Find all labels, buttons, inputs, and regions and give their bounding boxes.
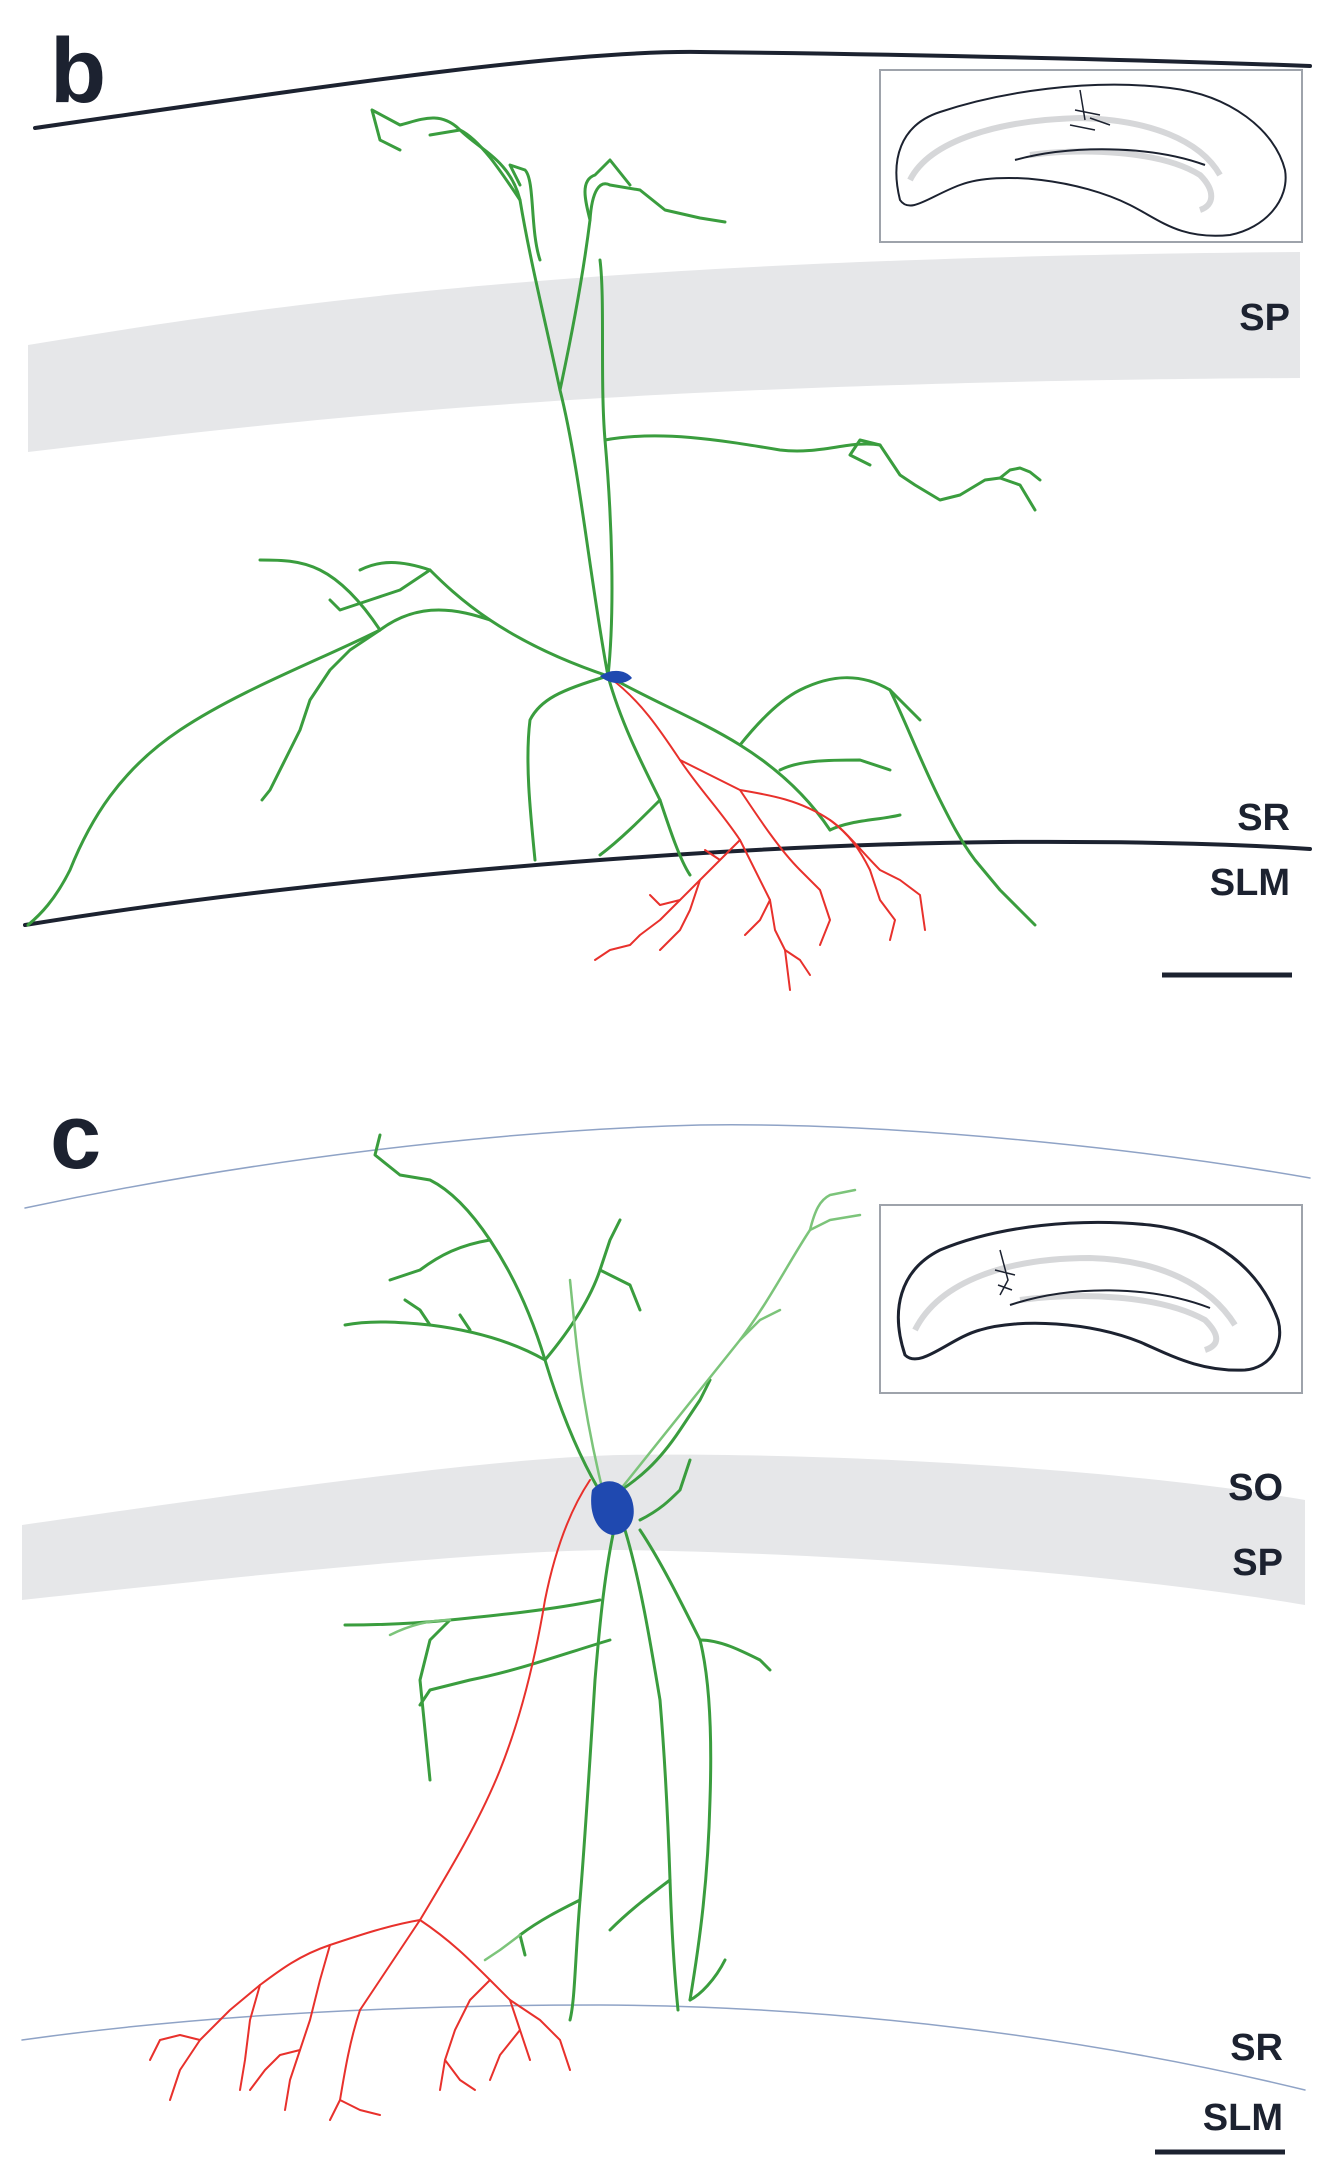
axonal-arbor bbox=[594, 677, 926, 991]
panel-letter: c bbox=[50, 1086, 101, 1188]
layer-label-slm: SLM bbox=[1203, 2097, 1283, 2139]
layer-label-slm: SLM bbox=[1210, 862, 1290, 904]
hippocampus-inset bbox=[879, 69, 1303, 243]
layer-label-sp: SP bbox=[1239, 297, 1290, 339]
soma bbox=[600, 670, 632, 684]
alveus-boundary bbox=[33, 49, 1312, 130]
layer-label-sr: SR bbox=[1237, 797, 1290, 839]
stratum-pyramidale-band bbox=[28, 252, 1300, 452]
axonal-arbor bbox=[149, 1479, 591, 2121]
panel-letter: b bbox=[50, 20, 106, 122]
panel-b: b SP SR SLM bbox=[0, 0, 1320, 1040]
alveus-boundary bbox=[24, 1124, 1311, 1209]
panel-b-figure: b SP SR SLM bbox=[23, 20, 1312, 991]
layer-label-sp: SP bbox=[1232, 1542, 1283, 1584]
panel-c-figure: c SO SP SR SLM bbox=[21, 1086, 1311, 2155]
sr-slm-boundary bbox=[23, 839, 1312, 927]
dendritic-tree bbox=[343, 1133, 772, 2022]
dendritic-tree bbox=[26, 108, 1042, 927]
layer-label-so: SO bbox=[1228, 1467, 1283, 1509]
soma bbox=[591, 1481, 634, 1535]
sr-slm-boundary bbox=[21, 2004, 1306, 2091]
panel-c: c SO SP SR SLM bbox=[0, 1080, 1320, 2176]
hippocampus-inset bbox=[879, 1204, 1303, 1394]
layer-label-sr: SR bbox=[1230, 2027, 1283, 2069]
stratum-pyramidale-band bbox=[22, 1454, 1305, 1605]
dendritic-tree-faint bbox=[388, 1188, 862, 1962]
